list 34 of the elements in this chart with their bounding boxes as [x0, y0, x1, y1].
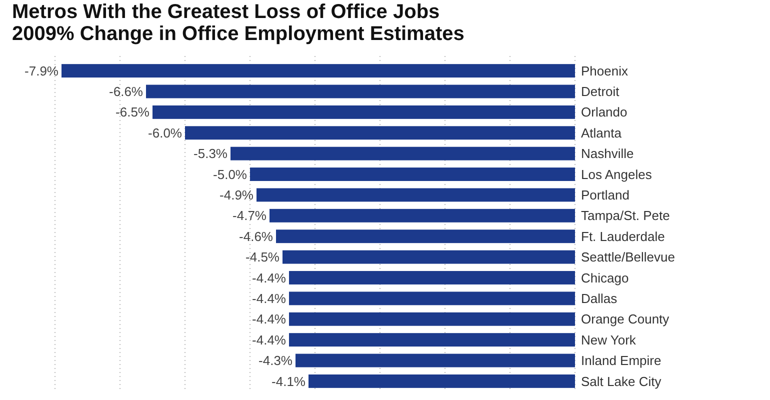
- y-tick-label: New York: [581, 332, 636, 348]
- data-label: -6.6%: [109, 84, 144, 100]
- chart-title: Metros With the Greatest Loss of Office Jobs: [12, 1, 440, 23]
- data-label: -4.6%: [239, 228, 274, 244]
- data-label: -4.4%: [252, 332, 286, 348]
- data-label: -6.0%: [148, 125, 182, 140]
- y-tick-label: Inland Empire: [581, 353, 662, 368]
- y-tick-label: Salt Lake City: [581, 374, 662, 389]
- y-tick-label: Chicago: [581, 270, 629, 286]
- y-tick-label: Dallas: [581, 290, 618, 306]
- y-tick-label: Ft. Lauderdale: [581, 228, 665, 244]
- data-label: -4.1%: [272, 374, 306, 389]
- y-tick-label: Phoenix: [581, 63, 628, 78]
- y-tick-label: Portland: [581, 188, 630, 203]
- data-label: -4.5%: [246, 250, 280, 265]
- y-tick-label: Atlanta: [581, 125, 622, 140]
- y-tick-label: Tampa/St. Pete: [581, 208, 670, 224]
- data-label: -4.4%: [252, 290, 286, 306]
- y-tick-label: Orlando: [581, 104, 628, 120]
- y-tick-label: Nashville: [581, 146, 634, 162]
- data-label: -4.4%: [252, 270, 286, 286]
- data-label: -6.5%: [116, 104, 150, 120]
- chart-subtitle: 2009% Change in Office Employment Estimates: [12, 23, 464, 45]
- data-label: -5.0%: [213, 166, 248, 182]
- data-label: -7.9%: [24, 63, 59, 78]
- y-tick-label: Seattle/Bellevue: [581, 250, 675, 265]
- y-tick-label: Detroit: [581, 84, 620, 100]
- data-label: -5.3%: [194, 146, 228, 162]
- y-tick-label: Los Angeles: [581, 166, 652, 182]
- data-label: -4.3%: [258, 353, 293, 368]
- data-label: -4.4%: [252, 312, 286, 327]
- data-label: -4.9%: [220, 188, 254, 203]
- y-tick-label: Orange County: [581, 312, 670, 327]
- data-label: -4.7%: [232, 208, 267, 224]
